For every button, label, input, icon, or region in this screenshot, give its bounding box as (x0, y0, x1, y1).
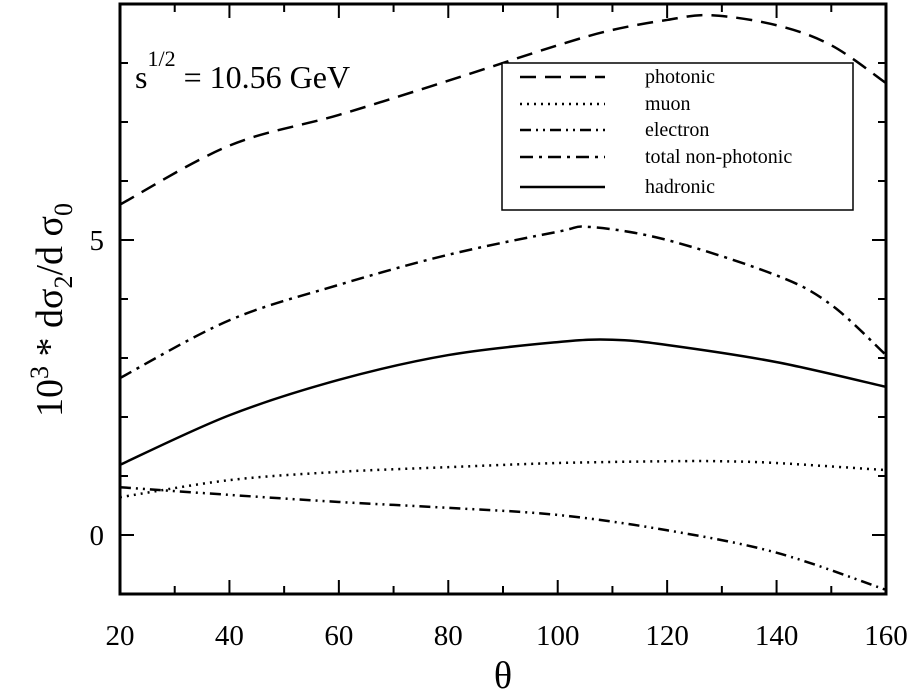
y-tick-labels: 05 (90, 225, 105, 552)
y-axis-label: 103 * dσ2/d σ0 (25, 203, 78, 417)
x-tick-label: 160 (864, 620, 908, 652)
legend-label-muon: muon (645, 93, 691, 115)
x-tick-label: 60 (324, 620, 353, 652)
legend-box (501, 62, 854, 211)
series-hadronic (119, 338, 887, 466)
legend-label-total-non-photonic: total non-photonic (645, 146, 792, 168)
y-tick-label: 5 (90, 225, 105, 257)
x-tick-label: 40 (215, 620, 244, 652)
legend: photonic muon electron total non-photonic ha… (501, 62, 854, 211)
plot-frame (118, 2, 888, 596)
x-tick-label: 20 (106, 620, 135, 652)
legend-label-photonic: photonic (645, 66, 715, 88)
x-tick-label: 80 (434, 620, 463, 652)
legend-label-hadronic: hadronic (645, 176, 715, 198)
y-tick-label: 0 (90, 520, 105, 552)
x-axis-label: θ (494, 655, 512, 697)
x-tick-labels: 20 40 60 80 100 120 140 160 (106, 620, 908, 652)
x-tick-label: 120 (645, 620, 689, 652)
energy-annotation: s1/2 = 10.56 GeV (135, 46, 350, 95)
curves (119, 13, 887, 592)
x-tick-label: 140 (755, 620, 799, 652)
series-electron (119, 485, 887, 592)
series-muon (119, 459, 887, 499)
legend-label-electron: electron (645, 119, 709, 141)
series-total-non-photonic (119, 225, 887, 380)
x-tick-label: 100 (536, 620, 580, 652)
